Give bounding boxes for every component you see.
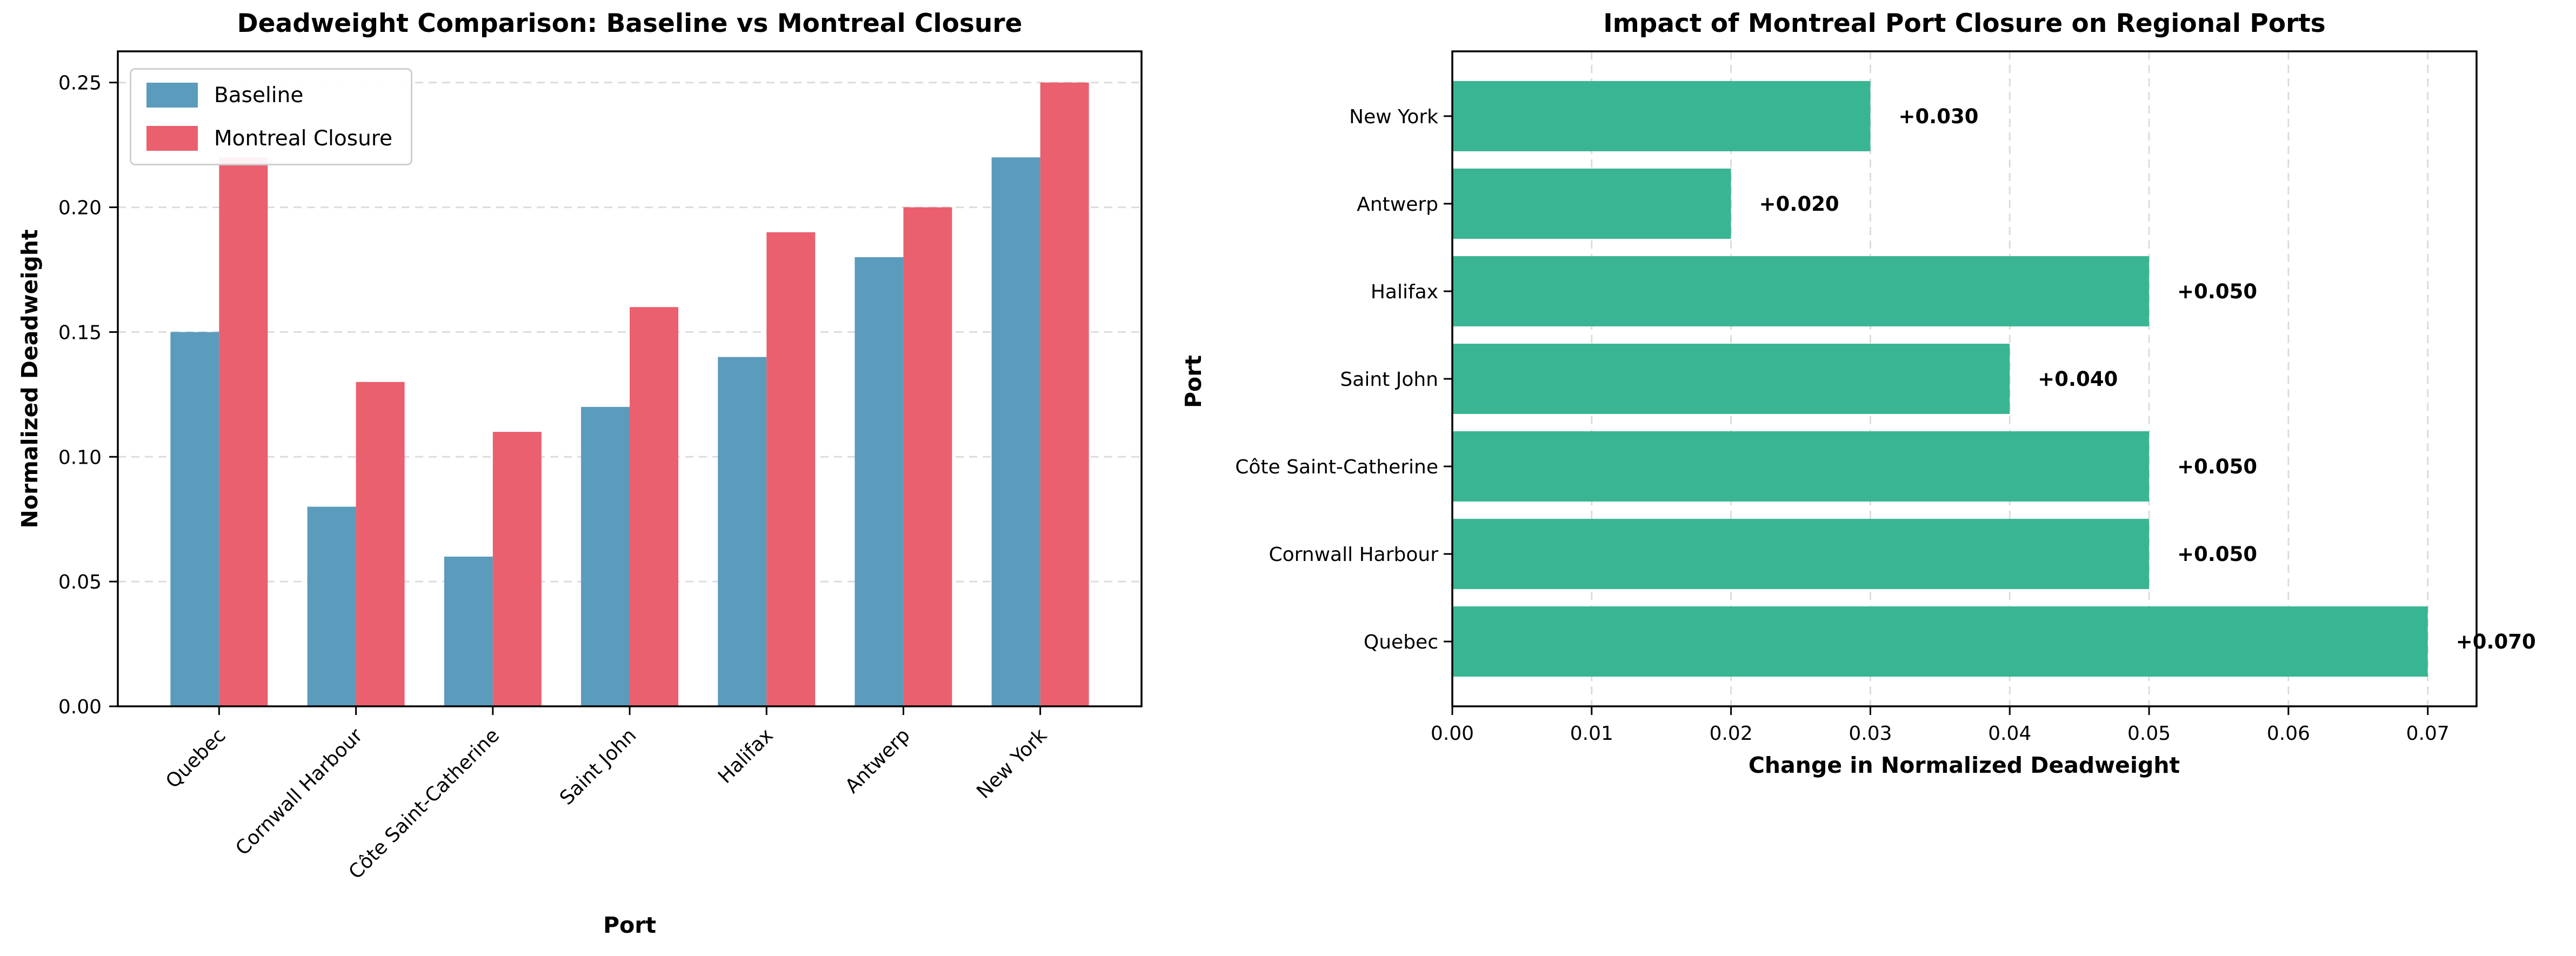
bar-cote-saint-catherine (1452, 431, 2150, 502)
right-ylabel: Port (1180, 355, 1206, 409)
bar-value-label-cote-saint-catherine: +0.050 (2177, 455, 2257, 478)
bar-montreal-closure-saint-john (630, 307, 678, 706)
legend: Baseline Montreal Closure (130, 68, 412, 165)
xtick-label-0.07: 0.07 (2406, 723, 2450, 745)
bar-baseline-halifax (718, 357, 767, 706)
xtick-label-0.05: 0.05 (2127, 723, 2171, 745)
bar-cornwall-harbour (1452, 519, 2150, 590)
bar-montreal-closure-halifax (766, 232, 816, 706)
bar-value-label-cornwall-harbour: +0.050 (2177, 543, 2257, 566)
bar-value-label-new-york: +0.030 (1898, 105, 1978, 128)
right-xlabel: Change in Normalized Deadweight (1748, 752, 2180, 778)
left-xlabel: Port (603, 912, 657, 938)
xtick-label-new-york: New York (972, 724, 1051, 803)
bar-baseline-cornwall-harbour (307, 506, 356, 706)
bar-montreal-closure-cornwall-harbour (356, 382, 405, 706)
bar-value-label-saint-john: +0.040 (2038, 367, 2118, 391)
ytick-label-cote-saint-catherine: Côte Saint-Catherine (1235, 456, 1438, 478)
left-plot-spines (117, 50, 1143, 707)
xtick-label-0.02: 0.02 (1710, 723, 1753, 745)
xtick-label-quebec: Quebec (162, 724, 230, 793)
bar-antwerp (1452, 168, 1731, 239)
ytick-label-0.15: 0.15 (58, 322, 102, 344)
ytick-label-0.25: 0.25 (58, 72, 102, 95)
bar-value-label-halifax: +0.050 (2177, 280, 2257, 303)
legend-swatch-baseline (146, 83, 198, 108)
ytick-label-halifax: Halifax (1371, 281, 1438, 303)
right-chart-title: Impact of Montreal Port Closure on Regio… (1603, 9, 2326, 38)
xtick-label-halifax: Halifax (714, 724, 778, 788)
ytick-label-0.05: 0.05 (58, 571, 102, 593)
bar-value-label-quebec: +0.070 (2456, 630, 2536, 653)
bar-baseline-cote-saint-catherine (444, 556, 493, 706)
bar-quebec (1452, 606, 2428, 677)
bar-baseline-quebec (170, 332, 219, 706)
xtick-label-0.06: 0.06 (2267, 723, 2310, 745)
xtick-label-antwerp: Antwerp (841, 724, 915, 798)
legend-entry-montreal-closure: Montreal Closure (146, 126, 392, 151)
left-chart-title: Deadweight Comparison: Baseline vs Montr… (237, 9, 1023, 38)
ytick-label-0.10: 0.10 (58, 446, 102, 469)
legend-entry-baseline: Baseline (146, 83, 392, 108)
ytick-label-antwerp: Antwerp (1357, 193, 1438, 216)
bar-baseline-new-york (991, 157, 1040, 706)
bar-montreal-closure-quebec (219, 157, 268, 706)
ytick-label-quebec: Quebec (1364, 631, 1438, 653)
bar-value-label-antwerp: +0.020 (1759, 192, 1839, 216)
bar-saint-john (1452, 344, 2010, 414)
bar-montreal-closure-new-york (1040, 82, 1089, 707)
legend-swatch-montreal-closure (146, 126, 198, 151)
bar-montreal-closure-cote-saint-catherine (492, 432, 542, 706)
legend-label-baseline: Baseline (214, 83, 304, 108)
ytick-label-saint-john: Saint John (1340, 369, 1438, 391)
ytick-label-new-york: New York (1349, 106, 1438, 128)
xtick-label-cote-saint-catherine: Côte Saint-Catherine (344, 724, 504, 884)
bar-new-york (1452, 81, 1871, 151)
left-ylabel: Normalized Deadweight (17, 229, 43, 529)
xtick-label-0.01: 0.01 (1570, 723, 1613, 745)
bar-baseline-antwerp (855, 257, 904, 706)
ytick-label-cornwall-harbour: Cornwall Harbour (1269, 544, 1438, 566)
ytick-label-0.00: 0.00 (58, 696, 102, 718)
xtick-label-saint-john: Saint John (556, 724, 640, 809)
ytick-label-0.20: 0.20 (58, 197, 102, 219)
bar-baseline-saint-john (581, 406, 630, 706)
bar-halifax (1452, 256, 2150, 326)
bar-montreal-closure-antwerp (903, 207, 952, 707)
xtick-label-0.04: 0.04 (1988, 723, 2031, 745)
xtick-label-0.03: 0.03 (1848, 723, 1892, 745)
legend-label-montreal-closure: Montreal Closure (214, 126, 392, 151)
right-plot-spines (1451, 50, 2478, 707)
xtick-label-0.00: 0.00 (1431, 723, 1474, 745)
xtick-label-cornwall-harbour: Cornwall Harbour (231, 724, 367, 860)
